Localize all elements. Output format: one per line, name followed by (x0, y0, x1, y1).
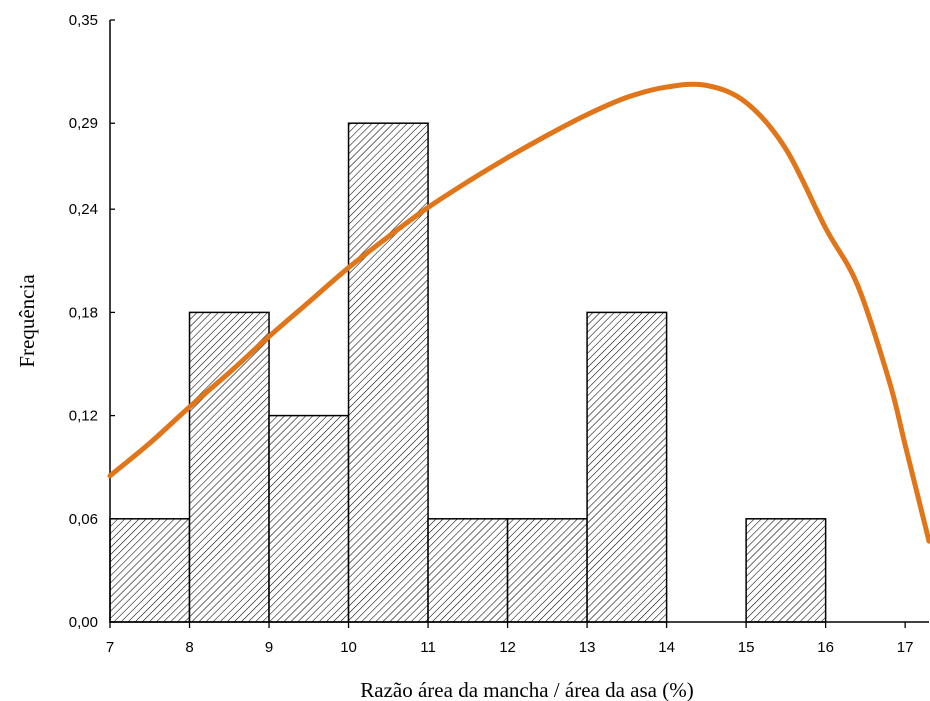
y-tick-label: 0,06 (69, 511, 98, 528)
x-tick-label: 7 (106, 639, 114, 656)
y-tick-label: 0,29 (69, 115, 98, 132)
histogram-bar (745, 518, 827, 623)
fit-curve (107, 81, 930, 544)
x-tick-label: 8 (185, 639, 193, 656)
x-tick-label: 13 (579, 639, 596, 656)
x-tick-label: 12 (499, 639, 516, 656)
y-tick-label: 0,12 (69, 408, 98, 425)
x-tick-label: 17 (897, 639, 914, 656)
y-tick-label: 0,24 (69, 201, 98, 218)
histogram-bar (506, 518, 588, 623)
ticks-group: 0,00 0,06 0,12 0,18 0,24 0,29 0,35 7 8 9 10 11 12 13 1… (69, 12, 914, 656)
axes-group (109, 20, 929, 623)
x-tick-label: 10 (340, 639, 357, 656)
y-tick-label: 0,35 (69, 12, 98, 29)
bars-group (109, 122, 827, 623)
histogram-bar (109, 518, 191, 623)
x-tick-label: 14 (658, 639, 675, 656)
x-axis-label: Razão área da mancha / área da asa (%) (360, 678, 693, 701)
y-tick-label: 0,18 (69, 304, 98, 321)
x-tick-label: 11 (420, 639, 436, 656)
x-tick-label: 15 (738, 639, 755, 656)
histogram-bar (268, 414, 350, 623)
histogram-bar (347, 122, 429, 623)
y-tick-label: 0,00 (69, 614, 98, 631)
y-axis-label: Frequência (15, 274, 39, 368)
histogram-bar (188, 311, 270, 623)
histogram-bar (427, 518, 509, 623)
histogram-bar (586, 311, 668, 623)
x-tick-label: 9 (265, 639, 273, 656)
x-tick-label: 16 (817, 639, 834, 656)
